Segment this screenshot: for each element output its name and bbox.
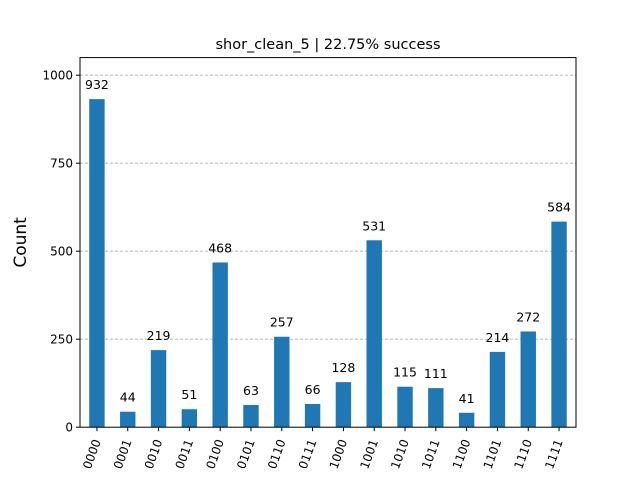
data-label-0011: 51 [181, 387, 197, 402]
data-label-1010: 115 [393, 365, 417, 380]
bar-1001 [366, 240, 382, 428]
data-label-1001: 531 [362, 218, 386, 233]
bar-1111 [551, 221, 567, 428]
data-label-1011: 111 [424, 366, 448, 381]
bar-1000 [335, 382, 352, 428]
bar-0001 [120, 411, 136, 428]
x-tick-label-0001: 0001 [111, 437, 135, 470]
x-tick-label-1010: 1010 [388, 437, 412, 470]
bar-0111 [304, 403, 321, 428]
bar-1100 [458, 412, 475, 428]
y-tick-label: 750 [50, 157, 73, 171]
y-tick-label: 250 [50, 333, 73, 347]
x-tick-label-0110: 0110 [265, 437, 289, 470]
data-label-0100: 468 [208, 240, 232, 255]
bar-1010 [397, 386, 413, 428]
bar-0110 [274, 336, 290, 428]
y-tick-label: 0 [65, 421, 73, 435]
bar-1011 [428, 388, 444, 428]
data-label-1110: 272 [516, 309, 540, 324]
data-label-0101: 63 [243, 383, 259, 398]
y-tick-label: 500 [50, 245, 73, 259]
bar-0011 [181, 409, 198, 428]
data-label-1111: 584 [547, 200, 571, 215]
axes-frame [79, 57, 577, 428]
data-label-1000: 128 [331, 360, 355, 375]
x-tick-label-1001: 1001 [357, 437, 381, 470]
x-axis-ticks: 0000 0001 0010 0011 0100 0101 0110 0111 1000 1001… [80, 427, 566, 471]
x-tick-label-0111: 0111 [296, 437, 320, 470]
y-axis-ticks: 0 250 500 750 1000 [42, 69, 80, 435]
bar-1110 [520, 331, 536, 428]
x-tick-label-1011: 1011 [419, 437, 443, 470]
data-label-0001: 44 [120, 390, 136, 405]
bar-0000 [89, 99, 105, 428]
bar-0100 [212, 262, 228, 428]
x-tick-label-1110: 1110 [511, 437, 535, 470]
data-label-0000: 932 [85, 77, 109, 92]
x-tick-label-0010: 0010 [142, 437, 166, 470]
x-tick-label-1111: 1111 [542, 437, 566, 470]
x-tick-label-1101: 1101 [481, 437, 505, 470]
bar-0010 [150, 350, 167, 428]
bars [89, 99, 567, 428]
data-label-1100: 41 [459, 391, 475, 406]
x-tick-label-0101: 0101 [234, 437, 258, 470]
data-label-1101: 214 [486, 330, 510, 345]
grid-lines [80, 74, 576, 340]
data-labels: 932 44 219 51 468 63 257 66 128 531 115 111 41 214 272… [85, 77, 571, 406]
x-tick-label-0011: 0011 [173, 437, 197, 470]
bar-0101 [243, 405, 259, 428]
data-label-0110: 257 [270, 315, 294, 330]
bar-1101 [489, 351, 506, 428]
x-tick-label-0100: 0100 [203, 437, 227, 470]
data-label-0010: 219 [147, 328, 171, 343]
y-axis-label: Count [11, 217, 31, 268]
x-tick-label-1100: 1100 [450, 437, 474, 470]
x-tick-label-1000: 1000 [327, 437, 351, 470]
x-tick-label-0000: 0000 [80, 437, 104, 470]
data-label-0111: 66 [305, 382, 321, 397]
chart-title: shor_clean_5 | 22.75% success [215, 37, 440, 53]
y-tick-label: 1000 [42, 69, 73, 83]
